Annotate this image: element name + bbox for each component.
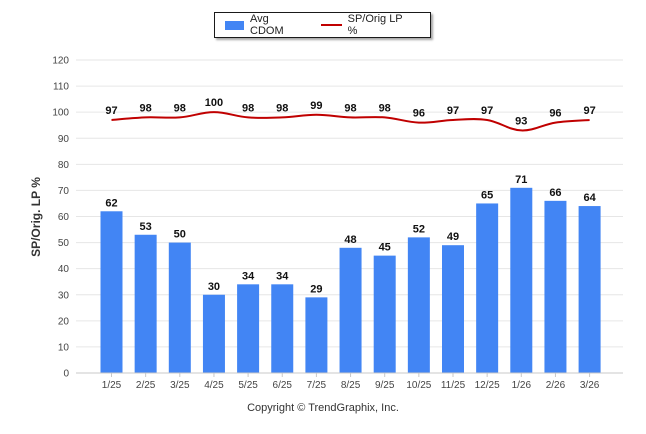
y-tick-label: 10	[58, 342, 70, 353]
bar-data-label: 50	[174, 229, 186, 241]
bar[interactable]	[339, 247, 362, 373]
bar[interactable]	[407, 237, 430, 373]
y-tick-label: 40	[58, 264, 70, 275]
y-tick-label: 80	[58, 160, 70, 171]
line-data-label: 98	[344, 102, 356, 114]
line-data-label: 100	[205, 97, 223, 109]
bar-data-label: 62	[105, 197, 117, 209]
line-data-label: 98	[140, 102, 152, 114]
y-tick-label: 0	[63, 369, 69, 380]
legend-item-line[interactable]: SP/Orig LP %	[320, 13, 412, 37]
legend-label-bar: Avg CDOM	[250, 13, 284, 37]
bar[interactable]	[373, 255, 396, 373]
y-tick-label: 60	[58, 212, 70, 223]
line-data-label: 93	[515, 115, 527, 127]
bar-data-label: 49	[447, 231, 459, 243]
line-data-label: 98	[174, 102, 186, 114]
bar[interactable]	[544, 200, 567, 373]
bar[interactable]	[476, 203, 499, 373]
bar-data-labels: 62 53 50 30 34 34 29 48 45 52 49 65 71 66 64	[105, 174, 596, 296]
bar-data-label: 64	[583, 192, 596, 204]
line-data-label: 96	[413, 108, 425, 120]
y-tick-label: 50	[58, 238, 70, 249]
bar-data-label: 66	[549, 187, 561, 199]
x-tick-label: 12/25	[475, 380, 500, 391]
bar-series	[100, 187, 601, 373]
bar[interactable]	[202, 294, 225, 373]
bar-data-label: 71	[515, 174, 527, 186]
copyright-text: Copyright © TrendGraphix, Inc.	[247, 402, 399, 414]
x-tick-label: 8/25	[341, 380, 361, 391]
x-tick-label: 3/25	[170, 380, 190, 391]
y-tick-label: 110	[53, 82, 69, 93]
bar-data-label: 52	[413, 223, 425, 235]
legend-label-line: SP/Orig LP %	[347, 13, 403, 37]
bar[interactable]	[271, 284, 294, 373]
legend-swatch-line	[320, 24, 342, 26]
x-tick-label: 2/26	[546, 380, 566, 391]
legend: Avg CDOM SP/Orig LP %	[214, 12, 431, 38]
bar[interactable]	[305, 297, 328, 373]
bar-data-label: 65	[481, 189, 493, 201]
line-data-label: 97	[481, 105, 493, 117]
bar-data-label: 34	[276, 270, 289, 282]
line-data-label: 98	[242, 102, 254, 114]
bar[interactable]	[578, 206, 601, 373]
y-tick-label: 90	[58, 134, 70, 145]
y-axis: 0 10 20 30 40 50 60 70 80 90 100 110 120	[52, 56, 69, 380]
x-tick-label: 10/25	[406, 380, 431, 391]
y-tick-label: 30	[58, 290, 70, 301]
line-data-label: 97	[447, 105, 459, 117]
x-tick-label: 1/25	[102, 380, 122, 391]
x-tick-label: 11/25	[441, 380, 466, 391]
x-tick-label: 6/25	[273, 380, 293, 391]
bar[interactable]	[134, 234, 157, 373]
x-tick-label: 5/25	[238, 380, 258, 391]
line-data-label: 98	[276, 102, 288, 114]
line-data-label: 97	[583, 105, 595, 117]
line-data-labels: 97 98 98 100 98 98 99 98 98 96 97 97 93 96 97	[105, 97, 595, 127]
line-data-label: 99	[310, 100, 322, 112]
x-tick-label: 9/25	[375, 380, 395, 391]
x-axis: 1/25 2/25 3/25 4/25 5/25 6/25 7/25 8/25 9/25 10/2…	[76, 372, 623, 391]
x-tick-label: 4/25	[204, 380, 224, 391]
line-data-label: 97	[105, 105, 117, 117]
y-tick-label: 20	[58, 316, 70, 327]
bar-data-label: 29	[310, 283, 322, 295]
bar[interactable]	[100, 211, 123, 373]
legend-swatch-bar	[225, 20, 245, 30]
x-tick-label: 2/25	[136, 380, 156, 391]
bar-data-label: 45	[379, 242, 391, 254]
bar[interactable]	[168, 242, 191, 373]
y-tick-label: 120	[52, 56, 69, 67]
x-tick-label: 3/26	[580, 380, 600, 391]
bar-data-label: 30	[208, 281, 220, 293]
bar-data-label: 34	[242, 270, 255, 282]
line-series	[111, 111, 590, 132]
legend-item-bar[interactable]: Avg CDOM	[225, 13, 303, 37]
y-tick-label: 70	[58, 186, 70, 197]
y-axis-title: SP/Orig. LP %	[29, 177, 43, 257]
bar-data-label: 53	[140, 221, 152, 233]
bar[interactable]	[442, 245, 464, 373]
bar-data-label: 48	[344, 234, 356, 246]
line-data-label: 96	[549, 108, 561, 120]
bar[interactable]	[510, 187, 533, 373]
x-tick-label: 7/25	[307, 380, 327, 391]
bar[interactable]	[237, 284, 260, 373]
x-tick-label: 1/26	[512, 380, 532, 391]
line-data-label: 98	[379, 102, 391, 114]
series-line[interactable]	[111, 111, 590, 132]
y-tick-label: 100	[52, 108, 69, 119]
